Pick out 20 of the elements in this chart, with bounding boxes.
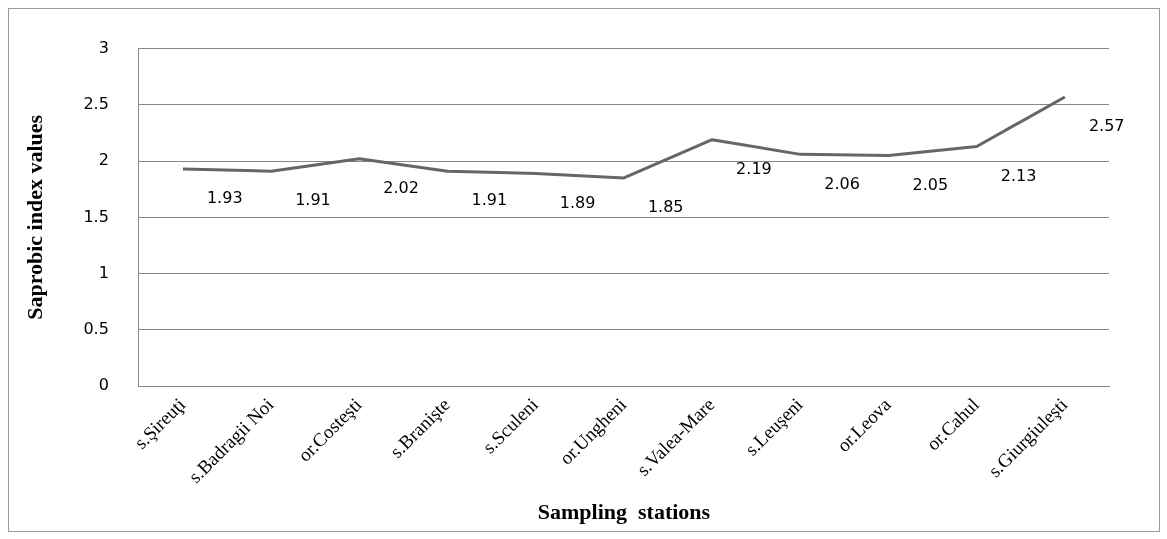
data-label: 2.06 xyxy=(824,173,860,193)
y-tick-label: 1 xyxy=(98,262,109,282)
data-label: 2.02 xyxy=(383,178,419,198)
y-tick-label: 2.5 xyxy=(83,94,109,114)
data-label: 2.05 xyxy=(912,174,949,194)
y-tick-label: 3 xyxy=(98,37,109,57)
x-axis-title: Sampling stations xyxy=(537,499,711,525)
data-label: 1.91 xyxy=(471,190,508,210)
data-label: 2.13 xyxy=(1000,165,1037,185)
data-label: 1.91 xyxy=(295,190,331,210)
data-label: 1.89 xyxy=(559,192,596,212)
y-tick-label: 0 xyxy=(98,375,109,395)
y-tick-label: 0.5 xyxy=(83,319,109,339)
data-label: 2.57 xyxy=(1088,116,1125,136)
y-axis-title: Saprobic index values xyxy=(21,114,47,320)
data-label: 1.85 xyxy=(647,197,684,217)
y-tick-label: 2 xyxy=(98,150,109,170)
data-label: 1.93 xyxy=(206,188,243,208)
data-label: 2.19 xyxy=(736,158,772,178)
y-tick-label: 1.5 xyxy=(83,206,109,226)
